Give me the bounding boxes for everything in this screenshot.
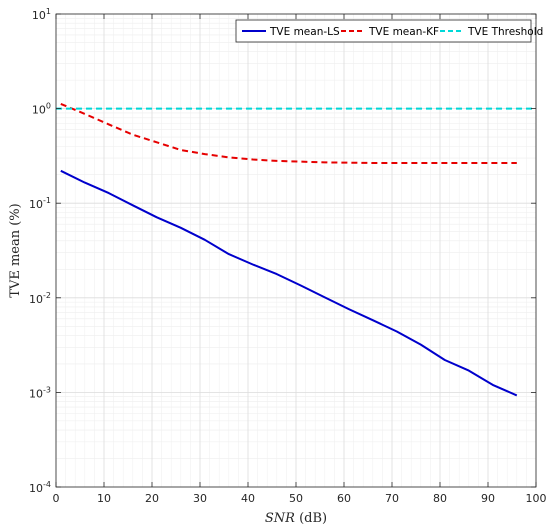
x-axis-label: SNR (dB): [265, 511, 327, 526]
x-tick-label: 10: [97, 492, 111, 505]
x-tick-labels: 0 10 20 30 40 50 60 70 80 90 100: [53, 492, 547, 505]
x-axis-var: SNR: [265, 511, 295, 526]
major-grid: [55, 13, 537, 488]
axis-ticks: [55, 13, 537, 488]
series-line-tve-mean-ls: [60, 169, 518, 397]
x-tick-label: 30: [193, 492, 207, 505]
legend-label: TVE Threshold: [467, 26, 543, 38]
x-tick-label: 100: [526, 492, 547, 505]
y-axis-label: TVE mean (%): [8, 203, 23, 297]
x-tick-label: 80: [433, 492, 447, 505]
x-tick-label: 20: [145, 492, 159, 505]
y-tick-label: 10-1: [29, 196, 51, 211]
y-tick-label: 100: [32, 102, 51, 117]
legend: TVE mean-LS TVE mean-KF TVE Threshold: [235, 19, 543, 43]
x-tick-label: 0: [53, 492, 60, 505]
y-tick-label: 10-3: [29, 385, 51, 400]
y-tick-labels: 101 100 10-1 10-2 10-3 10-4: [29, 7, 51, 495]
series-layer: [56, 102, 536, 397]
legend-label: TVE mean-KF: [368, 26, 439, 38]
x-tick-label: 60: [337, 492, 351, 505]
y-tick-label: 10-2: [29, 291, 51, 306]
legend-label: TVE mean-LS: [269, 26, 340, 38]
y-tick-label: 10-4: [29, 480, 51, 495]
x-tick-label: 70: [385, 492, 399, 505]
legend-box: [235, 19, 532, 43]
x-axis-unit: (dB): [299, 511, 327, 526]
x-tick-label: 50: [289, 492, 303, 505]
y-tick-label: 101: [32, 7, 51, 22]
series-line-tve-mean-kf: [60, 102, 517, 164]
x-tick-label: 90: [481, 492, 495, 505]
x-tick-label: 40: [241, 492, 255, 505]
